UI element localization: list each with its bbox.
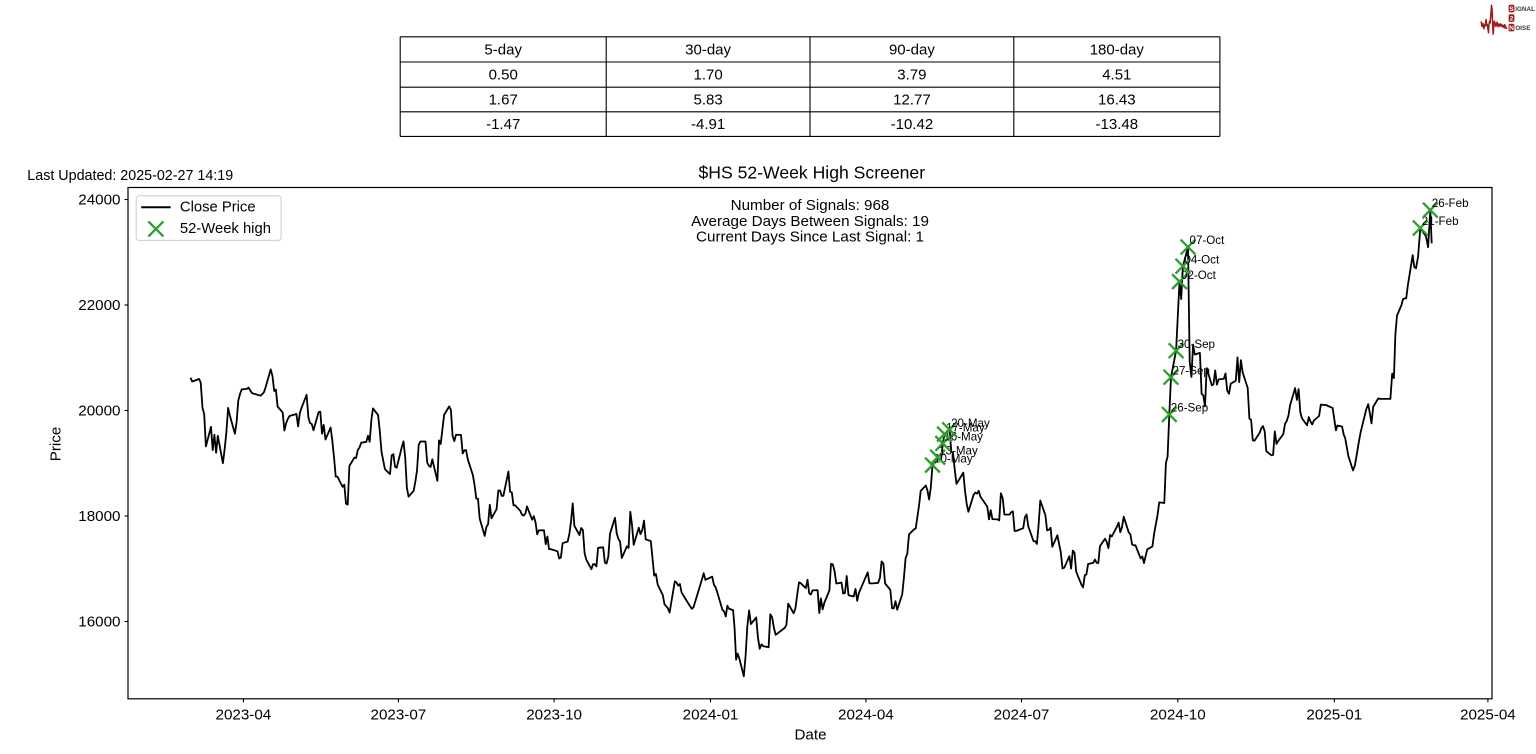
svg-text:2025-01: 2025-01 — [1306, 707, 1362, 724]
svg-text:2023-07: 2023-07 — [371, 707, 427, 724]
svg-text:Current Days Since Last Signal: Current Days Since Last Signal: 1 — [696, 229, 924, 246]
svg-text:13-May: 13-May — [939, 444, 978, 457]
svg-text:Date: Date — [794, 727, 826, 744]
svg-text:2024-07: 2024-07 — [994, 707, 1050, 724]
svg-text:90-day: 90-day — [889, 41, 935, 58]
svg-text:04-Oct: 04-Oct — [1184, 253, 1220, 266]
svg-text:12.77: 12.77 — [893, 91, 931, 108]
svg-text:-1.47: -1.47 — [486, 116, 520, 133]
svg-text:21-Feb: 21-Feb — [1422, 215, 1459, 228]
svg-text:3.79: 3.79 — [897, 67, 926, 84]
svg-text:30-Sep: 30-Sep — [1178, 338, 1215, 351]
svg-text:2024-04: 2024-04 — [838, 707, 894, 724]
svg-text:2: 2 — [1510, 15, 1514, 22]
svg-text:-4.91: -4.91 — [691, 116, 725, 133]
svg-text:Last Updated: 2025-02-27 14:19: Last Updated: 2025-02-27 14:19 — [27, 168, 233, 184]
svg-text:1.70: 1.70 — [693, 67, 722, 84]
svg-text:4.51: 4.51 — [1102, 67, 1131, 84]
svg-text:26-Feb: 26-Feb — [1432, 197, 1469, 210]
svg-text:180-day: 180-day — [1090, 41, 1145, 58]
svg-text:IGNAL: IGNAL — [1515, 6, 1535, 13]
svg-text:20-May: 20-May — [951, 417, 990, 430]
svg-text:-13.48: -13.48 — [1096, 116, 1139, 133]
svg-text:2024-01: 2024-01 — [683, 707, 739, 724]
svg-text:18000: 18000 — [78, 508, 120, 525]
svg-text:24000: 24000 — [78, 191, 120, 208]
svg-text:26-Sep: 26-Sep — [1171, 402, 1208, 415]
svg-text:Average Days Between Signals:: Average Days Between Signals: 19 — [691, 213, 929, 230]
svg-text:0.50: 0.50 — [489, 67, 518, 84]
svg-text:52-Week high: 52-Week high — [180, 221, 271, 237]
svg-text:$HS 52-Week High Screener: $HS 52-Week High Screener — [699, 163, 926, 183]
svg-text:Price: Price — [48, 427, 65, 462]
svg-text:07-Oct: 07-Oct — [1190, 234, 1226, 247]
svg-text:-10.42: -10.42 — [891, 116, 934, 133]
svg-text:27-Sep: 27-Sep — [1173, 364, 1210, 377]
svg-text:2024-10: 2024-10 — [1150, 707, 1206, 724]
svg-text:16000: 16000 — [78, 613, 120, 630]
svg-text:5.83: 5.83 — [693, 91, 722, 108]
svg-text:S: S — [1509, 6, 1514, 13]
svg-text:OISE: OISE — [1515, 25, 1531, 32]
svg-text:1.67: 1.67 — [489, 91, 518, 108]
svg-text:22000: 22000 — [78, 297, 120, 314]
svg-text:5-day: 5-day — [484, 41, 522, 58]
svg-text:2023-10: 2023-10 — [526, 707, 582, 724]
svg-text:N: N — [1509, 25, 1514, 32]
svg-text:20000: 20000 — [78, 402, 120, 419]
svg-text:Number of Signals: 968: Number of Signals: 968 — [731, 197, 890, 214]
svg-text:2025-04: 2025-04 — [1460, 707, 1516, 724]
svg-text:Close Price: Close Price — [180, 199, 256, 215]
svg-text:2023-04: 2023-04 — [216, 707, 272, 724]
svg-text:16.43: 16.43 — [1098, 91, 1136, 108]
svg-text:30-day: 30-day — [685, 41, 731, 58]
